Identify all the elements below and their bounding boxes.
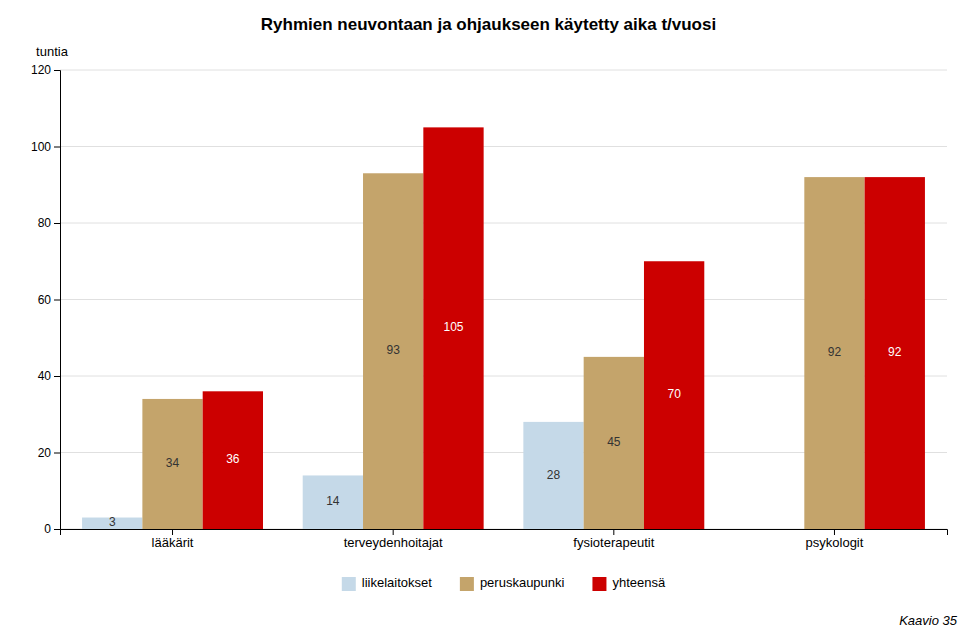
grid — [60, 70, 947, 529]
x-tick-label: lääkärit — [152, 535, 194, 550]
bar — [423, 127, 483, 529]
y-tick: 40 — [38, 369, 60, 383]
x-tick-mark — [172, 529, 173, 535]
y-tick-label: 20 — [38, 446, 52, 460]
y-tick-label: 60 — [38, 293, 52, 307]
grid-line — [60, 70, 947, 71]
legend-swatch — [342, 577, 356, 591]
y-tick-mark — [54, 70, 60, 71]
y-axis-title: tuntia — [36, 44, 69, 59]
y-tick-mark — [54, 529, 60, 530]
data-label: 14 — [326, 494, 340, 508]
x-tick-mark — [393, 529, 394, 535]
x-tick-label: fysioterapeutit — [573, 535, 654, 550]
data-label: 92 — [888, 345, 902, 359]
legend: liikelaitokset peruskaupunki yhteensä — [342, 575, 666, 591]
bar — [303, 475, 363, 529]
y-tick: 0 — [44, 522, 60, 536]
bars — [82, 127, 925, 529]
data-label: 92 — [828, 345, 842, 359]
data-label: 105 — [443, 320, 463, 334]
bar — [744, 529, 804, 530]
x-axis: lääkärit terveydenhoitajat fysioterapeutit… — [61, 529, 948, 550]
y-tick-mark — [54, 376, 60, 377]
y-axis: 0 20 40 60 80 100 120 — [31, 63, 61, 536]
y-tick-label: 120 — [31, 63, 51, 77]
y-tick: 80 — [38, 216, 60, 230]
title: Ryhmien neuvontaan ja ohjaukseen käytett… — [261, 15, 716, 34]
y-axis-line — [54, 71, 61, 530]
y-tick-mark — [54, 453, 60, 454]
y-tick: 100 — [31, 140, 60, 154]
y-tick: 60 — [38, 293, 60, 307]
data-labels: 3 14 28 34 93 45 92 36 105 70 92 — [109, 320, 902, 529]
y-tick-mark — [54, 223, 60, 224]
legend-label: liikelaitokset — [362, 575, 432, 590]
plot-area: 0 20 40 60 80 100 120 3 14 28 34 93 45 92 36 105 70 92 lää… — [31, 63, 948, 550]
legend-swatch — [460, 577, 474, 591]
x-tick-label: psykologit — [806, 535, 864, 550]
bar-series — [142, 173, 864, 529]
y-tick: 20 — [38, 446, 60, 460]
y-tick-label: 100 — [31, 140, 51, 154]
x-tick: lääkärit — [152, 529, 194, 550]
bar — [523, 422, 583, 529]
x-axis-line — [61, 530, 948, 536]
x-tick: terveydenhoitajat — [344, 529, 443, 550]
legend-item: peruskaupunki — [460, 575, 565, 591]
data-label: 34 — [166, 456, 180, 470]
data-label: 70 — [667, 387, 681, 401]
legend-label: yhteensä — [612, 575, 666, 590]
bar — [203, 391, 263, 529]
legend-item: yhteensä — [592, 575, 666, 591]
data-label: 3 — [109, 515, 116, 529]
bar — [142, 399, 202, 529]
data-label: 36 — [226, 452, 240, 466]
x-tick-label: terveydenhoitajat — [344, 535, 443, 550]
data-label: 28 — [547, 468, 561, 482]
bar — [804, 177, 864, 529]
y-tick-label: 0 — [44, 522, 51, 536]
x-tick: psykologit — [806, 529, 864, 550]
y-tick-label: 80 — [38, 216, 52, 230]
legend-label: peruskaupunki — [480, 575, 565, 590]
chart: 0 20 40 60 80 100 120 3 14 28 34 93 45 92 36 105 70 92 lää… — [0, 0, 977, 639]
bar — [644, 261, 704, 529]
y-tick-mark — [54, 300, 60, 301]
x-tick-mark — [613, 529, 614, 535]
bar-series — [203, 127, 925, 529]
legend-item: liikelaitokset — [342, 575, 432, 591]
bar — [865, 177, 925, 529]
legend-swatch — [592, 577, 606, 591]
x-tick: fysioterapeutit — [573, 529, 654, 550]
x-tick-mark — [834, 529, 835, 535]
y-tick: 120 — [31, 63, 60, 77]
data-label: 93 — [386, 343, 400, 357]
y-tick-mark — [54, 147, 60, 148]
caption: Kaavio 35 — [899, 613, 958, 628]
data-label: 45 — [607, 435, 621, 449]
bar — [363, 173, 423, 529]
y-tick-label: 40 — [38, 369, 52, 383]
bar — [584, 357, 644, 529]
grid-line — [60, 146, 947, 147]
